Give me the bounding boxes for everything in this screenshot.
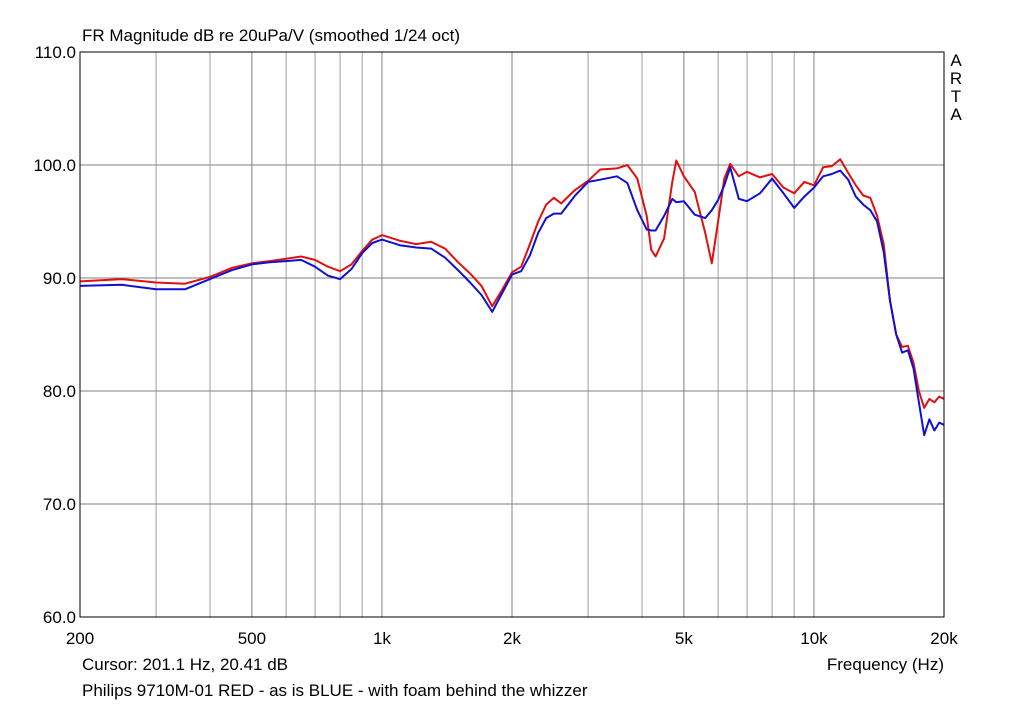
y-tick-label: 70.0 (43, 495, 76, 514)
cursor-readout: Cursor: 201.1 Hz, 20.41 dB (82, 655, 289, 674)
series-line-red (79, 158, 945, 409)
plot-frame (79, 51, 945, 618)
tick-labels: 200 500 1k 2k 5k 10k 20k 60.0 70.0 80.0 90.0 100.0 1… (33, 43, 958, 648)
arta-watermark: A R T A (949, 52, 963, 124)
chart-caption: Philips 9710M-01 RED - as is BLUE - with… (82, 681, 588, 700)
x-tick-label: 200 (66, 629, 94, 648)
x-tick-label: 20k (930, 629, 958, 648)
y-tick-label: 80.0 (43, 382, 76, 401)
x-tick-label: 1k (373, 629, 391, 648)
chart-title: FR Magnitude dB re 20uPa/V (smoothed 1/2… (82, 26, 460, 45)
x-axis-label: Frequency (Hz) (826, 655, 944, 674)
x-tick-label: 10k (800, 629, 828, 648)
watermark-letter: R (949, 69, 963, 88)
watermark-letter: T (950, 87, 962, 106)
watermark-letter: A (950, 105, 962, 124)
y-tick-label: 60.0 (43, 608, 76, 627)
watermark-letter: A (950, 51, 962, 70)
series-line-blue (79, 166, 945, 437)
x-tick-label: 5k (675, 629, 693, 648)
y-tick-label: 110.0 (35, 43, 76, 62)
y-tick-label: 100.0 (33, 156, 76, 175)
y-tick-label: 90.0 (43, 269, 76, 288)
x-tick-label: 2k (503, 629, 521, 648)
series-lines (79, 158, 945, 437)
x-tick-label: 500 (238, 629, 266, 648)
grid (80, 52, 944, 617)
